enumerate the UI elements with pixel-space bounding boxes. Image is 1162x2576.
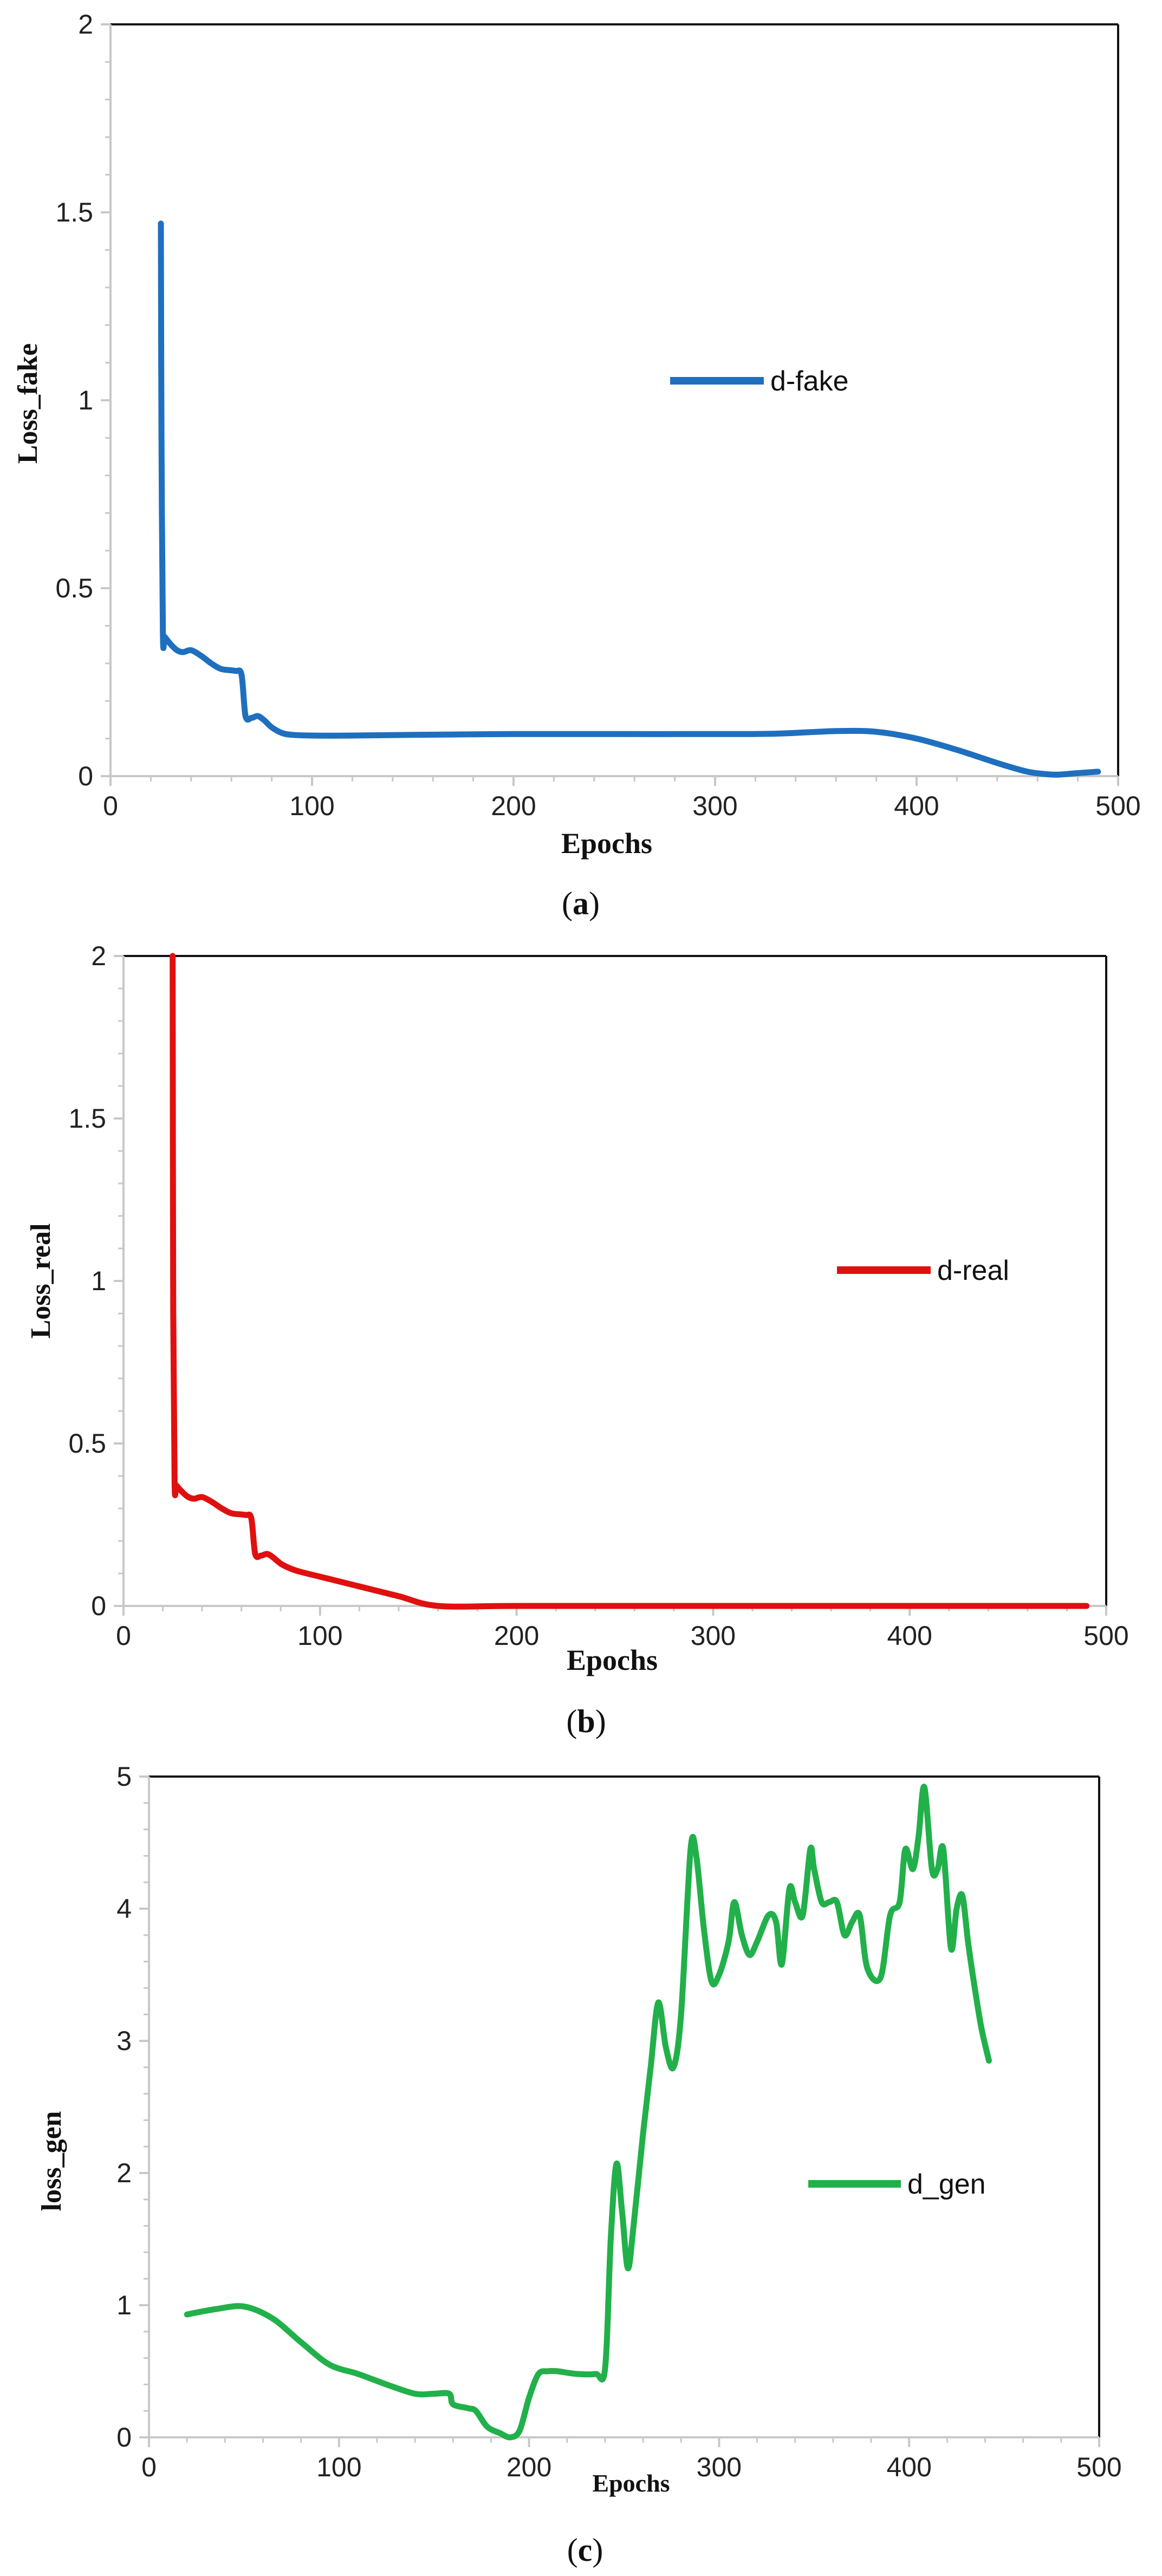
y-axis-title: loss_gen [36, 2111, 67, 2211]
legend-label: d-fake [770, 366, 849, 397]
series-line-d-fake [158, 220, 1101, 778]
x-tick-label: 400 [887, 1621, 932, 1651]
x-tick-label: 200 [507, 2452, 551, 2482]
legend: d_gen [808, 2169, 986, 2200]
panel-caption: (b) [566, 1703, 606, 1739]
caption-letter: c [578, 2532, 593, 2568]
legend-label: d_gen [907, 2169, 986, 2200]
axes-frame: 0 100 200 300 400 500 0 0.5 1 1.5 2 [55, 9, 1140, 821]
caption-letter: b [577, 1703, 595, 1739]
legend: d-real [837, 1255, 1009, 1286]
caption-open-paren: ( [562, 886, 573, 921]
x-tick-label: 300 [692, 791, 737, 821]
y-tick-label: 1 [91, 1266, 106, 1296]
caption-open-paren: ( [566, 1703, 577, 1739]
y-tick-label: 2 [78, 9, 93, 40]
y-tick-label: 0 [116, 2422, 132, 2453]
y-tick-label: 0 [78, 761, 93, 791]
x-tick-label: 300 [691, 1621, 736, 1651]
caption-open-paren: ( [567, 2532, 578, 2568]
y-axis-title: Loss_fake [12, 343, 43, 464]
y-tick-label: 5 [116, 1761, 132, 1792]
caption-close-paren: ) [592, 2532, 603, 2568]
caption-close-paren: ) [595, 1703, 606, 1739]
y-tick-label: 1.5 [55, 197, 93, 227]
x-tick-label: 0 [103, 791, 118, 821]
x-tick-label: 500 [1076, 2452, 1121, 2482]
x-tick-label: 200 [494, 1621, 539, 1651]
x-tick-label: 400 [894, 791, 939, 821]
x-tick-label: 200 [491, 791, 536, 821]
chart-panel-b: Loss_real Epochs d-real (b) 0 100 200 300 40… [25, 941, 1129, 1739]
x-tick-label: 500 [1095, 791, 1140, 821]
y-tick-label: 1 [116, 2290, 132, 2320]
y-tick-label: 0.5 [55, 573, 93, 603]
panel-caption: (c) [567, 2532, 603, 2568]
caption-letter: a [573, 886, 589, 921]
y-tick-label: 1.5 [68, 1103, 106, 1134]
axes-frame: 0 100 200 300 400 500 0 1 2 3 4 5 [116, 1761, 1122, 2482]
x-tick-label: 100 [297, 1621, 342, 1651]
y-tick-label: 1 [78, 385, 93, 415]
y-tick-label: 2 [116, 2158, 132, 2188]
series-line-d-real [170, 953, 1090, 1610]
y-tick-label: 4 [116, 1894, 132, 1924]
x-tick-label: 0 [141, 2452, 157, 2482]
x-tick-label: 0 [116, 1621, 131, 1651]
x-axis-title: Epochs [561, 827, 652, 860]
x-axis-title: Epochs [567, 1644, 658, 1676]
x-tick-label: 100 [289, 791, 334, 821]
y-tick-label: 0 [91, 1591, 106, 1621]
x-tick-label: 300 [697, 2452, 742, 2482]
legend-label: d-real [937, 1255, 1009, 1286]
series-line-d_gen [184, 1784, 992, 2441]
x-axis-title: Epochs [592, 2469, 670, 2497]
y-axis-title: Loss_real [25, 1224, 56, 1339]
x-tick-label: 400 [886, 2452, 931, 2482]
x-tick-label: 500 [1083, 1621, 1128, 1651]
x-tick-label: 100 [316, 2452, 361, 2482]
chart-panel-a: Loss_fake Epochs d-fake (a) 0 100 200 300 40… [12, 9, 1141, 921]
legend: d-fake [670, 366, 849, 397]
caption-close-paren: ) [589, 886, 600, 921]
chart-panel-c: loss_gen Epochs d_gen (c) 0 100 200 300 400 5… [36, 1761, 1122, 2568]
y-tick-label: 3 [116, 2026, 132, 2056]
panel-caption: (a) [562, 886, 600, 921]
y-tick-label: 2 [91, 941, 106, 971]
y-tick-label: 0.5 [68, 1428, 106, 1459]
